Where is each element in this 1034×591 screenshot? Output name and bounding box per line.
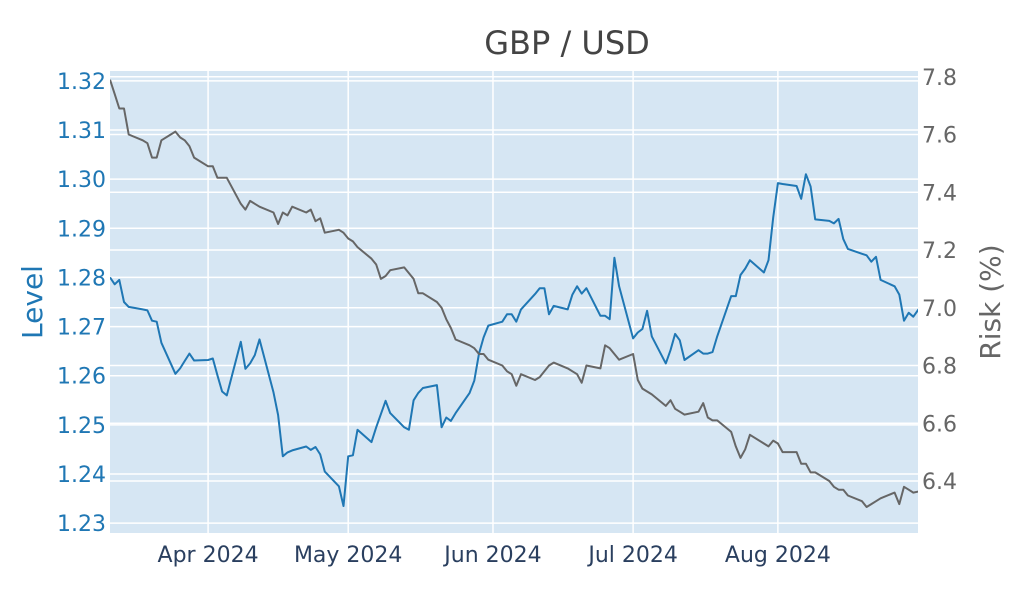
y-axis-left-title: Level [16,265,49,339]
y-right-tick-label: 6.8 [922,355,957,380]
plot-area [110,71,918,533]
y-left-tick-label: 1.31 [57,119,106,144]
y-right-tick-label: 6.4 [922,470,957,495]
y-left-tick-label: 1.23 [57,512,106,537]
y-right-tick-label: 7.0 [922,297,957,322]
y-right-tick-label: 7.8 [922,66,957,91]
y-left-tick-label: 1.27 [57,316,106,341]
y-left-tick-label: 1.29 [57,217,106,242]
y-right-tick-label: 7.6 [922,124,957,149]
tick-labels: 1.23 1.24 1.25 1.26 1.27 1.28 1.29 1.30 1.31 1.32… [57,66,957,568]
y-left-tick-label: 1.32 [57,70,106,95]
x-tick-label: Jun 2024 [442,543,541,568]
y-left-tick-label: 1.28 [57,266,106,291]
y-left-tick-label: 1.30 [57,168,106,193]
y-left-tick-label: 1.26 [57,365,106,390]
x-tick-label: Aug 2024 [725,543,831,568]
x-tick-label: Apr 2024 [158,543,259,568]
y-left-tick-label: 1.25 [57,414,106,439]
x-tick-label: May 2024 [294,543,402,568]
series-lines [110,79,918,508]
gridlines [110,71,918,533]
y-left-tick-label: 1.24 [57,463,106,488]
y-right-tick-label: 6.6 [922,412,957,437]
series-line-level [110,173,918,507]
y-right-tick-label: 7.4 [922,181,957,206]
y-axis-right-title: Risk (%) [974,244,1007,359]
y-right-tick-label: 7.2 [922,239,957,264]
series-line-risk [110,79,918,508]
chart-title: GBP / USD [484,24,650,62]
x-tick-label: Jul 2024 [586,543,678,568]
